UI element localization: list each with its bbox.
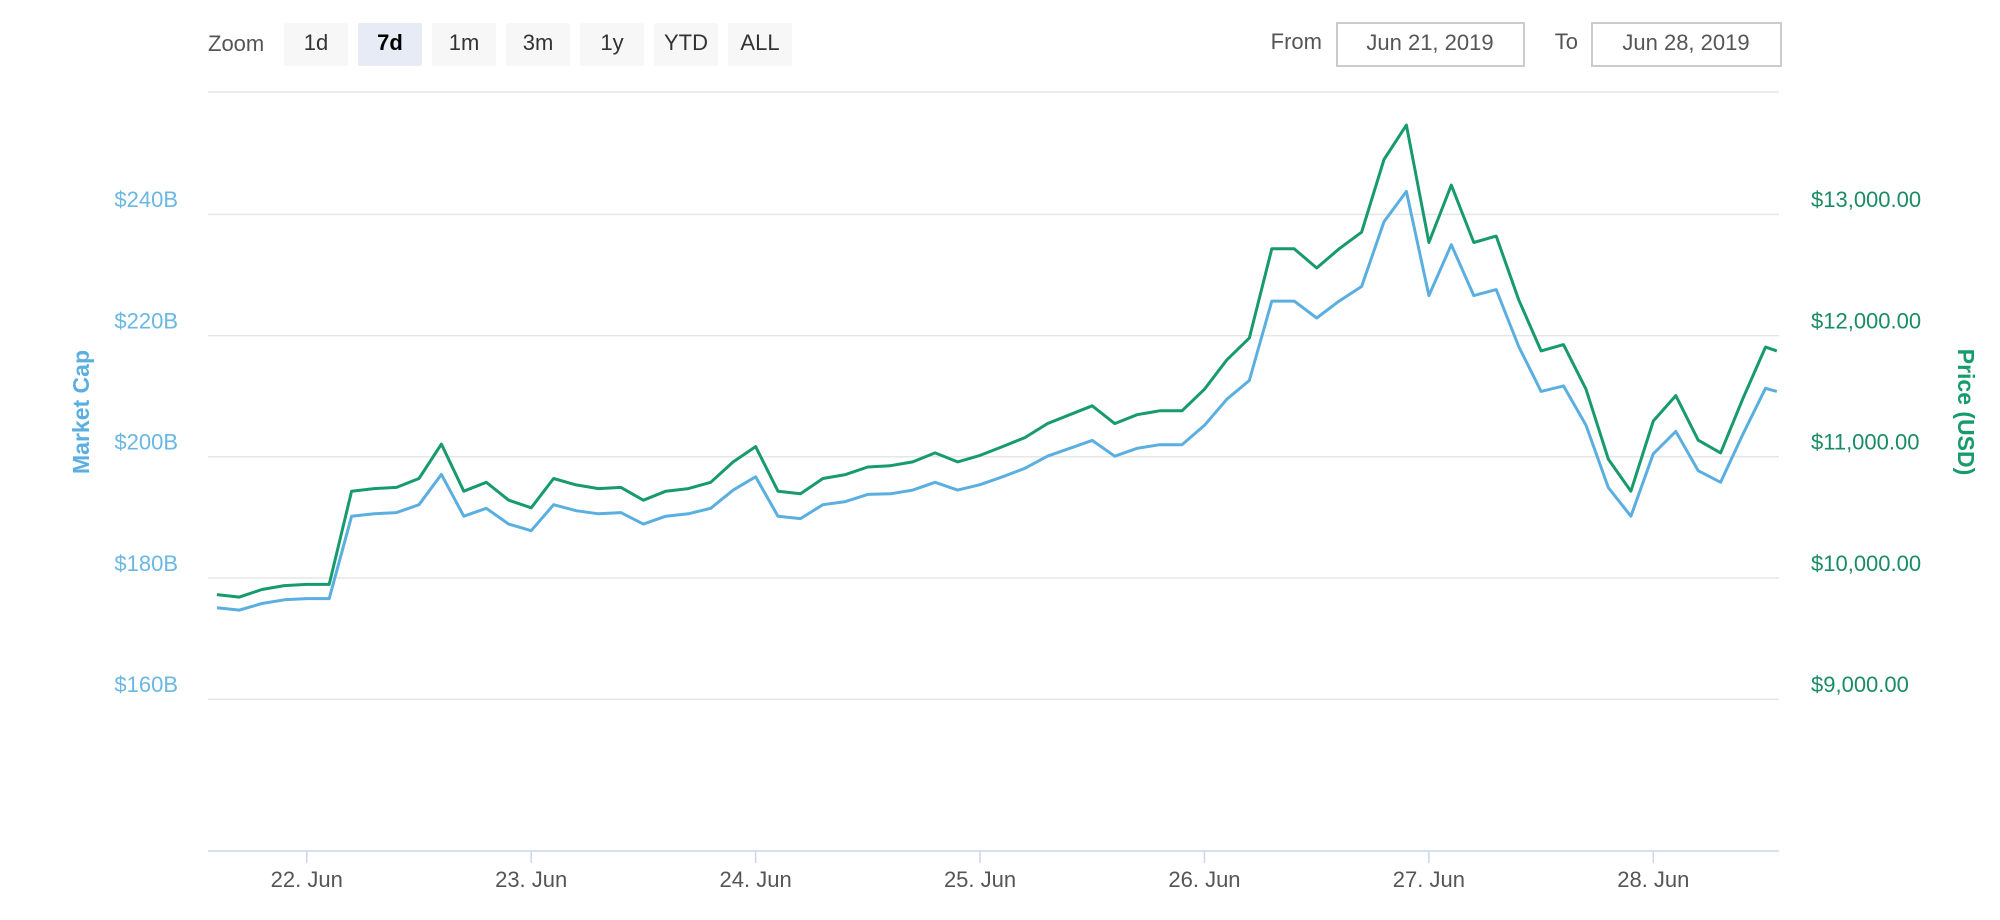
y-tick-label: $220B	[114, 308, 178, 333]
x-tick-label: 28. Jun	[1617, 867, 1689, 892]
zoom-button[interactable]	[580, 23, 644, 66]
y-tick-label: $240B	[114, 187, 178, 212]
zoom-button-label[interactable]: 3m	[523, 30, 554, 55]
from-value[interactable]: Jun 21, 2019	[1366, 30, 1493, 55]
zoom-button-label[interactable]: 1y	[600, 30, 623, 55]
x-tick-label: 23. Jun	[495, 867, 567, 892]
y2-tick-label: $13,000.00	[1811, 187, 1921, 212]
y2-tick-label: $12,000.00	[1811, 308, 1921, 333]
y2-tick-label: $10,000.00	[1811, 551, 1921, 576]
zoom-button-label[interactable]: 7d	[377, 30, 403, 55]
to-label: To	[1555, 29, 1578, 54]
y-tick-label: $200B	[114, 430, 178, 455]
y-tick-label: $160B	[114, 672, 178, 697]
zoom-button-label[interactable]: 1d	[304, 30, 328, 55]
zoom-label: Zoom	[208, 31, 264, 56]
zoom-button-label[interactable]: YTD	[664, 30, 708, 55]
zoom-button[interactable]	[284, 23, 348, 66]
to-input[interactable]	[1591, 22, 1782, 67]
zoom-button[interactable]	[728, 23, 792, 66]
y-tick-label: $180B	[114, 551, 178, 576]
x-tick-label: 22. Jun	[271, 867, 343, 892]
x-tick-label: 24. Jun	[720, 867, 792, 892]
zoom-button[interactable]	[506, 23, 570, 66]
y2-tick-label: $9,000.00	[1811, 672, 1909, 697]
y2-axis-title: Price (USD)	[1953, 349, 1979, 476]
zoom-button-label[interactable]: 1m	[449, 30, 480, 55]
zoom-button[interactable]	[654, 23, 718, 66]
x-tick-label: 26. Jun	[1168, 867, 1240, 892]
y-axis-title: Market Cap	[68, 350, 94, 474]
zoom-button[interactable]	[432, 23, 496, 66]
zoom-button[interactable]	[358, 23, 422, 66]
x-tick-label: 25. Jun	[944, 867, 1016, 892]
series-line	[216, 189, 1778, 612]
x-tick-label: 27. Jun	[1393, 867, 1465, 892]
from-label: From	[1271, 29, 1322, 54]
to-value[interactable]: Jun 28, 2019	[1622, 30, 1749, 55]
zoom-button-label[interactable]: ALL	[740, 30, 779, 55]
series-line	[216, 123, 1778, 599]
from-input[interactable]	[1336, 22, 1525, 67]
y2-tick-label: $11,000.00	[1811, 430, 1919, 455]
